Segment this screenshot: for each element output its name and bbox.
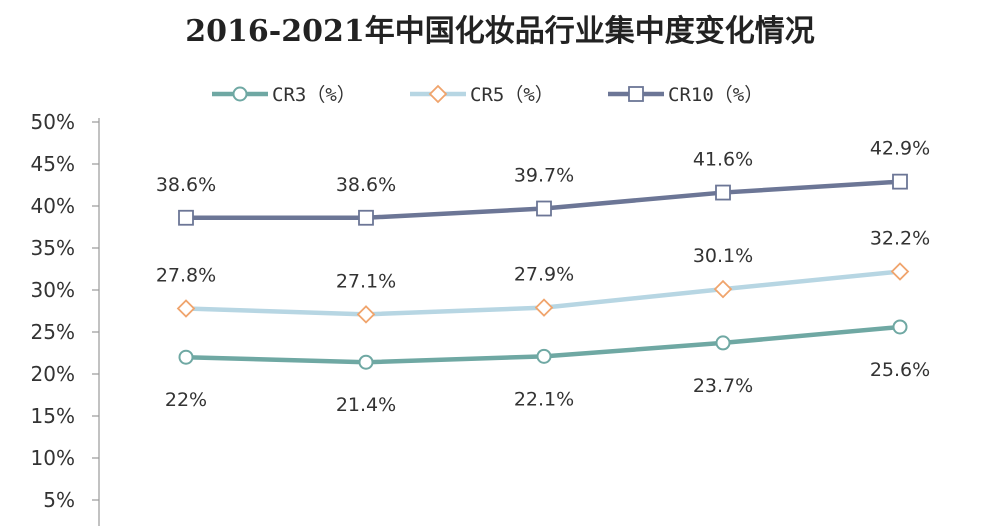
data-label: 39.7% xyxy=(514,165,574,187)
data-point-circle-marker xyxy=(358,354,374,370)
y-tick-label: 35% xyxy=(31,236,75,260)
data-label: 38.6% xyxy=(156,174,216,196)
data-point-circle-marker xyxy=(715,335,731,351)
y-tick-label: 30% xyxy=(31,278,75,302)
legend-label: CR5（%） xyxy=(470,84,554,106)
data-point-diamond-marker xyxy=(534,298,554,317)
legend-label: CR10（%） xyxy=(668,84,763,106)
data-label: 27.1% xyxy=(336,270,396,292)
data-point-diamond-marker xyxy=(428,84,448,104)
data-label: 21.4% xyxy=(336,394,396,416)
data-point-diamond-marker xyxy=(713,279,733,299)
data-point-circle-marker xyxy=(892,319,908,335)
y-tick-label: 20% xyxy=(31,362,75,386)
y-tick-label: 40% xyxy=(31,194,75,218)
data-point-square-marker xyxy=(536,200,552,217)
data-label: 30.1% xyxy=(693,245,753,267)
data-point-square-marker xyxy=(178,209,194,226)
data-point-square-marker xyxy=(358,209,374,226)
y-axis: 5% 10% 15% 20% 25% 30% 35% 40% 45% 50% xyxy=(31,110,100,526)
legend-label: CR3（%） xyxy=(272,84,356,106)
data-label: 42.9% xyxy=(870,138,930,160)
y-tick-label: 45% xyxy=(31,152,75,176)
data-point-circle-marker xyxy=(178,349,194,365)
data-label: 25.6% xyxy=(870,359,930,381)
data-label: 41.6% xyxy=(693,149,753,171)
data-point-diamond-marker xyxy=(356,305,376,324)
plot-area: 22% 21.4% 22.1% 23.7% 25.6% 27.8% 27.1% 27.9% 30… xyxy=(156,138,930,417)
data-label: 38.6% xyxy=(336,174,396,196)
data-point-square-marker xyxy=(715,184,731,201)
data-label: 22% xyxy=(165,389,207,411)
data-label: 27.8% xyxy=(156,264,216,286)
series-3: 38.6% 38.6% 39.7% 41.6% 42.9% xyxy=(156,138,930,226)
legend: CR3（%） CR5（%） CR10（%） xyxy=(212,84,763,106)
data-point-square-marker xyxy=(892,173,908,190)
y-tick-label: 15% xyxy=(31,404,75,428)
data-label: 23.7% xyxy=(693,375,753,397)
series-2: 27.8% 27.1% 27.9% 30.1% 32.2% xyxy=(156,228,930,324)
series-1: 22% 21.4% 22.1% 23.7% 25.6% xyxy=(165,319,930,416)
y-tick-label: 25% xyxy=(31,320,75,344)
y-tick-label: 5% xyxy=(43,488,75,512)
data-point-diamond-marker xyxy=(890,262,910,281)
y-tick-label: 10% xyxy=(31,446,75,470)
data-point-circle-marker xyxy=(232,86,248,102)
chart-title: 2016-2021年中国化妆品行业集中度变化情况 xyxy=(185,14,815,49)
y-tick-label: 50% xyxy=(31,110,75,134)
data-label: 32.2% xyxy=(870,228,930,250)
data-point-circle-marker xyxy=(536,348,552,364)
data-label: 27.9% xyxy=(514,264,574,286)
data-point-square-marker xyxy=(628,86,644,102)
data-label: 22.1% xyxy=(514,388,574,410)
data-point-diamond-marker xyxy=(176,299,196,318)
